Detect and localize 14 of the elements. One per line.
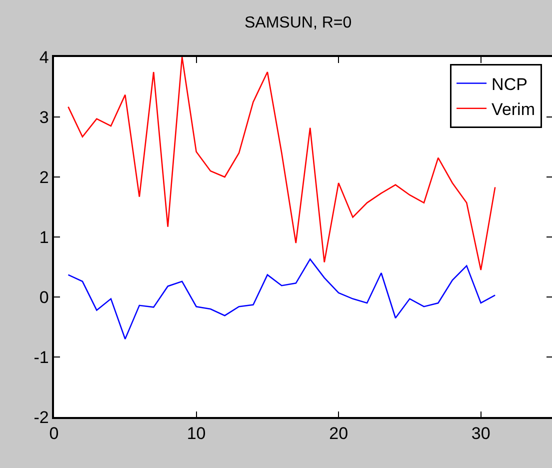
chart-title: SAMSUN, R=0 [244,14,352,32]
y-tick-label: 2 [39,168,49,187]
x-tick-label: 30 [471,424,490,444]
line-series [68,258,496,340]
y-tick-label: -1 [34,348,49,367]
legend-label: NCP [492,74,528,94]
y-tick-label: 3 [39,108,49,127]
y-tick-label: -2 [34,408,49,427]
legend-label: Verim [492,100,536,119]
y-tick-label: 0 [39,288,49,307]
x-tick-label: 10 [186,424,206,444]
y-tick-label: 1 [39,228,49,247]
y-tick-label: 4 [39,48,49,67]
x-tick-label: 20 [329,424,348,444]
